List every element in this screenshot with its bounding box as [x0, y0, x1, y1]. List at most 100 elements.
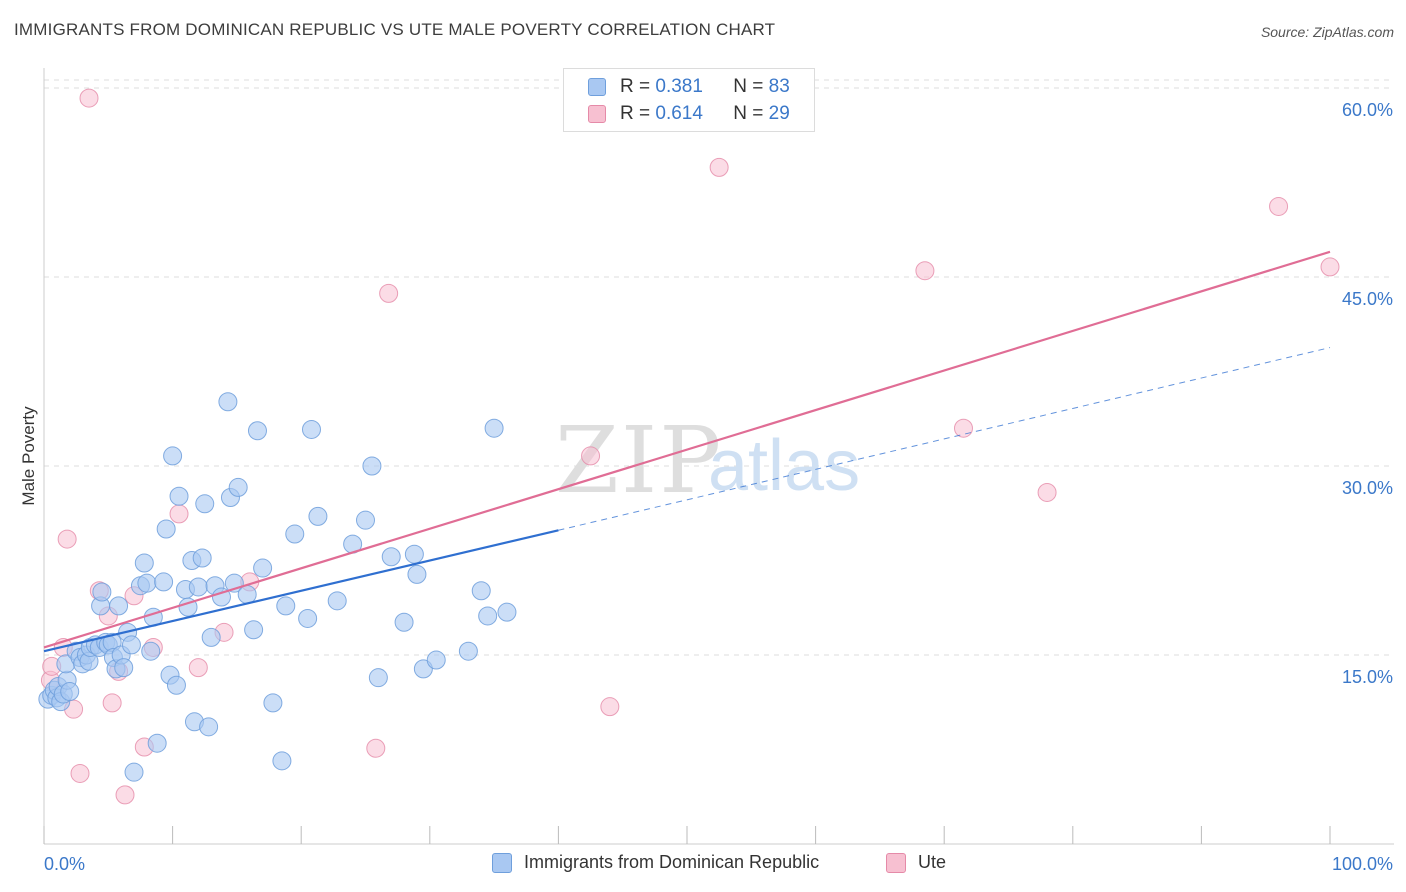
dominican-point	[407, 564, 427, 584]
dominican-point	[228, 477, 248, 497]
ute-point	[188, 658, 208, 678]
dominican-point	[244, 620, 264, 640]
dominican-point	[327, 591, 347, 611]
ute-point	[915, 261, 935, 281]
legend-n-label: N =	[733, 103, 764, 124]
axes: 15.0% 30.0% 45.0% 60.0% 0.0% 100.0%	[43, 68, 1394, 874]
dominican-point	[147, 733, 167, 753]
legend-r-label: R =	[620, 76, 651, 97]
dominican-point	[276, 596, 296, 616]
dominican-point	[137, 573, 157, 593]
series-dominican-republic	[38, 392, 517, 782]
dominican-point	[124, 762, 144, 782]
dominican-point	[134, 553, 154, 573]
dominican-point	[109, 596, 129, 616]
y-tick-label: 30.0%	[1342, 478, 1393, 498]
dominican-point	[114, 658, 134, 678]
dominican-point	[272, 751, 292, 771]
ute-point	[1320, 257, 1340, 277]
ute-point	[953, 418, 973, 438]
x-tick-label: 100.0%	[1332, 854, 1393, 874]
dominican-point	[169, 486, 189, 506]
x-tick-label: 0.0%	[44, 854, 85, 874]
trend-lines	[43, 250, 1331, 653]
y-axis-label: Male Poverty	[19, 406, 38, 506]
legend-row-ute: R = 0.614 N = 29	[588, 103, 790, 125]
legend-swatch-blue	[588, 78, 606, 96]
dominican-point	[356, 510, 375, 530]
dominican-point	[201, 627, 221, 647]
chart-title: IMMIGRANTS FROM DOMINICAN REPUBLIC VS UT…	[14, 20, 776, 39]
dominican-point	[301, 419, 321, 439]
legend-n-value: 83	[768, 76, 790, 97]
y-tick-label: 60.0%	[1342, 100, 1393, 120]
dominican-point	[458, 641, 478, 661]
dominican-point	[368, 668, 388, 688]
legend-r-value: 0.381	[655, 76, 703, 97]
legend-row-dominican: R = 0.381 N = 83	[588, 76, 790, 98]
correlation-legend: R = 0.381 N = 83 R = 0.614 N = 29	[563, 68, 815, 132]
dominican-point	[199, 717, 219, 737]
dominican-point	[263, 693, 283, 713]
dominican-point	[308, 506, 328, 526]
ute-trend-line	[43, 250, 1331, 649]
bottom-legend-label: Immigrants from Dominican Republic	[524, 852, 820, 872]
bottom-legend-label: Ute	[918, 852, 947, 872]
bottom-legend-swatch-pink	[886, 852, 906, 873]
dominican-point	[92, 582, 112, 602]
ute-point	[379, 283, 399, 303]
dominican-point	[237, 585, 257, 605]
dominican-point	[478, 606, 498, 626]
bottom-legend-ute: Ute	[886, 852, 946, 873]
dominican-point	[381, 547, 401, 567]
dominican-trend-line	[43, 529, 559, 653]
dominican-point	[188, 577, 208, 597]
watermark-atlas: atlas	[708, 426, 860, 506]
dominican-point	[394, 612, 414, 632]
source-label: Source: ZipAtlas.com	[1260, 24, 1394, 40]
ute-point	[169, 504, 189, 524]
bottom-legend-swatch-blue	[492, 852, 512, 873]
dominican-point	[484, 418, 504, 438]
dominican-point	[497, 602, 517, 622]
legend-n-value: 29	[768, 103, 790, 124]
ute-point	[709, 157, 729, 177]
legend-swatch-pink	[588, 105, 606, 123]
dominican-point	[166, 675, 186, 695]
ute-point	[115, 785, 135, 805]
dominican-point	[163, 446, 183, 466]
ute-point	[57, 529, 77, 549]
dominican-point	[404, 544, 424, 564]
dominican-point	[192, 548, 212, 568]
watermark-zip: ZIP	[555, 407, 723, 514]
dominican-point	[218, 392, 238, 412]
y-tick-label: 45.0%	[1342, 289, 1393, 309]
ute-point	[600, 697, 620, 717]
ute-point	[1037, 482, 1057, 502]
legend-r-label: R =	[620, 103, 651, 124]
dominican-point	[156, 519, 176, 539]
ute-point	[79, 88, 99, 108]
dominican-point	[426, 650, 446, 670]
ute-point	[70, 763, 90, 783]
dominican-point	[362, 456, 382, 476]
dominican-point	[154, 572, 174, 592]
dominican-point	[285, 524, 305, 544]
watermark: ZIP atlas	[555, 407, 860, 514]
dominican-point	[253, 558, 273, 578]
legend-r-value: 0.614	[655, 103, 703, 124]
ute-point	[581, 446, 601, 466]
y-tick-label: 15.0%	[1342, 667, 1393, 687]
legend-n-label: N =	[733, 76, 764, 97]
ute-point	[102, 693, 122, 713]
dominican-point	[60, 682, 80, 702]
ute-point	[366, 738, 386, 758]
dominican-point	[141, 641, 161, 661]
dominican-trend-extension	[558, 347, 1331, 531]
ute-point	[1269, 196, 1289, 216]
dominican-point	[195, 494, 215, 514]
dominican-point	[121, 635, 141, 655]
dominican-point	[471, 581, 491, 601]
dominican-point	[247, 421, 267, 441]
